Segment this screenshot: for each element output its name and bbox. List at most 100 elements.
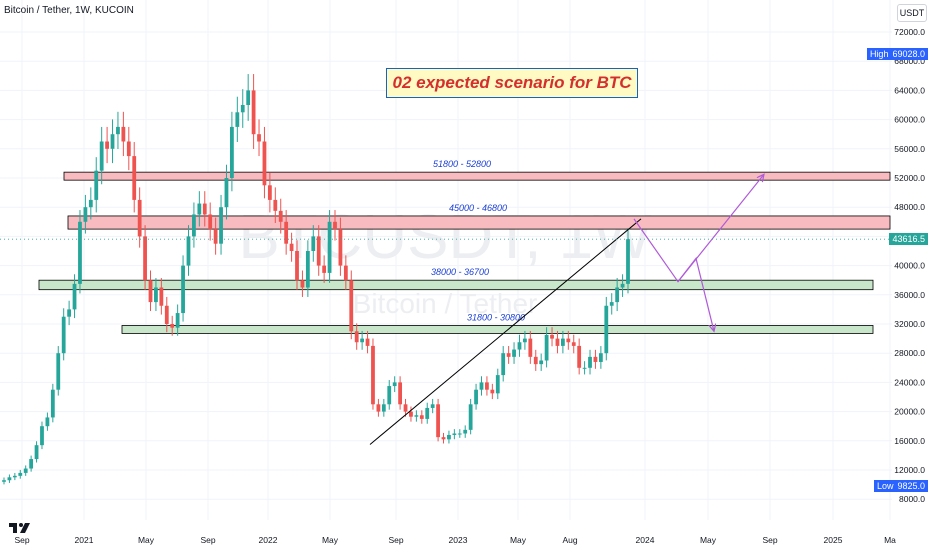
x-tick-label: 2025 — [824, 535, 843, 545]
y-tick-label: 20000.0 — [894, 407, 925, 417]
candle-body — [501, 353, 506, 376]
candle-body — [88, 199, 93, 208]
candle-body — [94, 170, 99, 200]
y-tick-label: 8000.0 — [899, 494, 925, 504]
candle-body — [170, 324, 175, 328]
x-tick-label: 2021 — [75, 535, 94, 545]
candle-body — [175, 313, 180, 328]
y-tick-label: 68000.0 — [894, 56, 925, 66]
candle-body — [7, 477, 12, 481]
candle-body — [132, 156, 137, 200]
x-tick-label: May — [700, 535, 717, 545]
candle-body — [604, 305, 609, 354]
currency-button[interactable]: USDT — [897, 4, 927, 22]
candle-body — [181, 265, 185, 314]
candle-body — [284, 221, 289, 244]
candle-body — [154, 287, 158, 303]
candle-body — [403, 404, 408, 412]
candle-body — [56, 353, 61, 390]
candle-body — [202, 203, 207, 215]
zone-label: 51800 - 52800 — [433, 159, 491, 169]
price-axis[interactable]: 72000.0 68000.0 64000.0 60000.0 56000.0 52000… — [894, 27, 925, 504]
candle-body — [598, 353, 603, 362]
y-tick-label: 40000.0 — [894, 261, 925, 271]
y-tick-label: 48000.0 — [894, 202, 925, 212]
watermark-name: Bitcoin / Tether — [353, 288, 538, 319]
x-tick-label: 2023 — [449, 535, 468, 545]
y-tick-label: 64000.0 — [894, 85, 925, 95]
candle-body — [560, 338, 565, 346]
candle-body — [626, 239, 630, 284]
x-tick-label: 2022 — [259, 535, 278, 545]
y-tick-label: 52000.0 — [894, 173, 925, 183]
candle-body — [12, 475, 17, 478]
candle-body — [474, 389, 478, 405]
candle-body — [452, 433, 457, 435]
candle-body — [240, 105, 245, 113]
candle-body — [398, 382, 403, 405]
candle-body — [219, 207, 223, 244]
candle-body — [67, 309, 72, 317]
candle-body — [468, 404, 473, 430]
candle-body — [34, 445, 39, 460]
candle-body — [414, 415, 419, 417]
scenario-annotation[interactable]: 02 expected scenario for BTC — [386, 68, 638, 98]
candle-body — [544, 334, 549, 361]
zone-label: 45000 - 46800 — [449, 203, 507, 213]
last-value: 43616.5 — [892, 234, 925, 245]
candle-body — [121, 126, 126, 142]
candle-body — [229, 126, 234, 178]
x-tick-label: Ma — [884, 535, 896, 545]
x-tick-label: May — [510, 535, 527, 545]
candle-body — [316, 236, 321, 266]
y-tick-label: 56000.0 — [894, 144, 925, 154]
candle-body — [126, 141, 131, 157]
tradingview-logo-icon[interactable] — [8, 521, 34, 535]
time-axis[interactable]: Sep 2021 May Sep 2022 May Sep 2023 May Aug 2024 May… — [14, 535, 896, 545]
zone-rect — [63, 171, 891, 181]
candle-body — [349, 280, 354, 332]
candle-body — [40, 426, 44, 446]
candle-body — [571, 342, 576, 346]
candle-body — [343, 265, 348, 281]
candle-body — [338, 229, 343, 266]
candle-body — [392, 382, 397, 387]
candle-body — [593, 356, 598, 362]
candle-body — [322, 265, 327, 273]
x-tick-label: 2024 — [636, 535, 655, 545]
candle-body — [387, 386, 392, 405]
candle-body — [251, 90, 256, 135]
candle-body — [447, 434, 451, 440]
chart-header-title: Bitcoin / Tether, 1W, KUCOIN — [4, 5, 134, 16]
low-price-tag: Low 9825.0 — [873, 479, 928, 492]
candle-body — [409, 411, 413, 417]
candle-body — [197, 203, 202, 215]
x-tick-label: Aug — [562, 535, 577, 545]
last-price-tag: 43616.5 — [889, 233, 928, 246]
zone-rect — [121, 325, 874, 334]
candle-body — [2, 480, 6, 482]
zone-label: 38000 - 36700 — [431, 267, 489, 277]
candle-body — [224, 178, 229, 208]
candles — [2, 74, 630, 485]
candle-body — [61, 316, 66, 354]
candle-body — [267, 185, 272, 200]
candle-body — [235, 112, 240, 127]
candle-body — [512, 349, 516, 357]
candle-body — [506, 353, 511, 357]
candle-body — [485, 382, 489, 390]
candle-body — [105, 141, 109, 149]
candle-body — [83, 207, 88, 222]
low-value: 9825.0 — [897, 480, 925, 491]
y-tick-label: 12000.0 — [894, 465, 925, 475]
candle-body — [137, 199, 142, 237]
candle-body — [99, 141, 104, 171]
candle-body — [577, 345, 582, 368]
candle-body — [208, 214, 213, 230]
candle-body — [192, 214, 196, 237]
candle-body — [490, 389, 495, 394]
candle-body — [311, 236, 316, 251]
candle-body — [436, 404, 440, 438]
y-tick-label: 28000.0 — [894, 348, 925, 358]
